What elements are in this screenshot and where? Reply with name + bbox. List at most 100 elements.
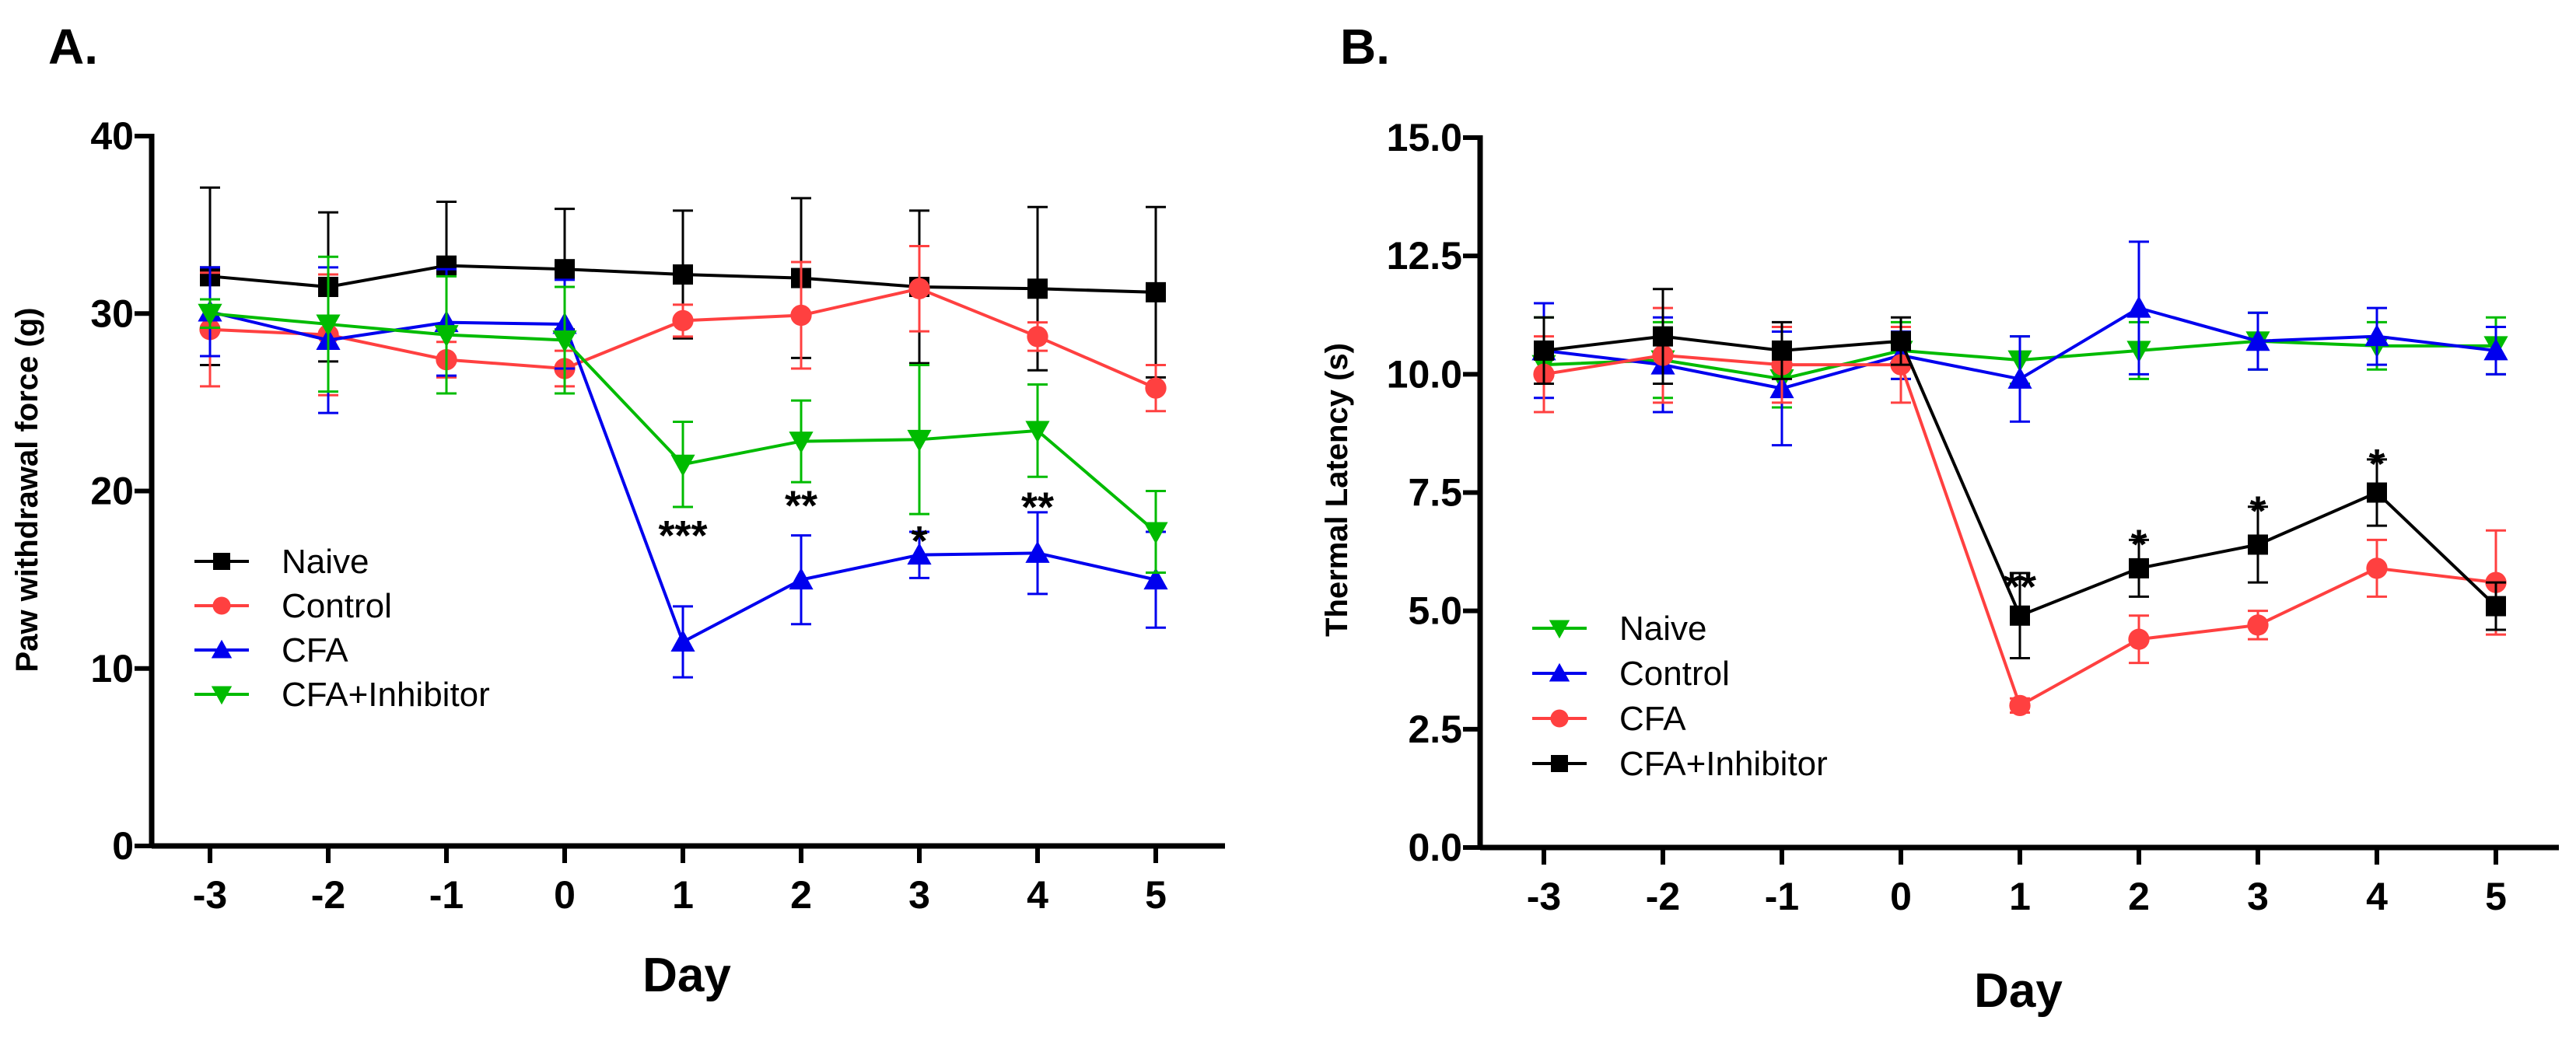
- data-point: [2010, 605, 2030, 626]
- data-point: [2247, 614, 2269, 636]
- data-point: [1145, 377, 1167, 399]
- data-point: [670, 454, 695, 477]
- data-point: [552, 330, 577, 353]
- legend-marker: [1550, 709, 1569, 728]
- significance-marker: ***: [658, 512, 707, 559]
- series-cfa-inhibitor: [1534, 288, 2506, 660]
- legend-marker: [211, 639, 233, 659]
- series-cfa-inhibitor: [198, 255, 1168, 574]
- x-axis-title: Day: [1974, 964, 2063, 1018]
- significance-marker: *: [2130, 521, 2147, 568]
- legend: Naive Control CFA CFA+Inhibitor: [1532, 610, 1828, 783]
- y-axis-title: Paw withdrawal force (g): [10, 308, 44, 673]
- data-point: [2364, 324, 2389, 347]
- x-tick-label: 1: [672, 873, 694, 917]
- y-tick-label: 40: [90, 114, 134, 158]
- data-point: [789, 568, 814, 590]
- chart-panel-b: B. 0.0 2.5 5.0 7.5 10.0 12.5 15.0 -3 -2 -1 0 1 2 3 4 5 Da…: [1320, 19, 2559, 1018]
- data-point: [2129, 557, 2149, 578]
- data-point: [790, 304, 812, 327]
- data-point: [1143, 568, 1168, 590]
- legend-label: CFA+Inhibitor: [1619, 745, 1828, 783]
- x-tick-label: -3: [1527, 875, 1561, 918]
- legend: Naive Control CFA CFA+Inhibitor: [194, 543, 490, 714]
- x-tick-label: -1: [1765, 875, 1799, 918]
- legend-marker: [1551, 755, 1568, 772]
- legend-marker: [211, 686, 233, 705]
- y-tick-label: 5.0: [1408, 589, 1462, 633]
- y-tick-label: 10: [90, 647, 134, 690]
- legend-label: Control: [282, 587, 392, 625]
- x-tick-label: 3: [2247, 875, 2269, 918]
- y-tick-label: 12.5: [1387, 234, 1462, 278]
- significance-marker: *: [2249, 488, 2266, 535]
- y-tick-label: 10.0: [1387, 352, 1462, 396]
- data-point: [434, 325, 459, 348]
- panel-label: B.: [1340, 19, 1390, 75]
- data-point: [198, 303, 222, 326]
- data-point: [555, 259, 575, 280]
- data-point: [2486, 596, 2506, 617]
- series-naive: [200, 186, 1166, 379]
- data-point: [907, 429, 932, 452]
- y-tick-label: 0: [112, 824, 134, 868]
- chart-panel-a: A. 0 10 20 30 40 -3 -2 -1 0 1 2 3 4 5 Day Paw withdrawal…: [10, 19, 1225, 1002]
- data-point: [1146, 281, 1166, 302]
- data-point: [2128, 628, 2150, 650]
- legend-label: CFA+Inhibitor: [282, 676, 490, 714]
- data-point: [672, 309, 694, 332]
- data-point: [2366, 557, 2388, 579]
- data-point: [2009, 694, 2031, 717]
- y-tick-label: 30: [90, 292, 134, 335]
- data-point: [907, 543, 932, 565]
- data-point: [1027, 326, 1048, 348]
- x-tick-label: 2: [2128, 875, 2150, 918]
- x-tick-label: 0: [1890, 875, 1912, 918]
- data-point: [789, 432, 814, 454]
- y-tick-label: 0.0: [1408, 826, 1462, 869]
- data-point: [1653, 326, 1673, 347]
- x-tick-label: 4: [2366, 875, 2388, 918]
- x-tick-label: -2: [1646, 875, 1680, 918]
- data-point: [673, 264, 693, 285]
- x-tick-label: 5: [2485, 875, 2507, 918]
- x-tick-label: 0: [554, 873, 576, 917]
- legend-marker: [1549, 620, 1570, 639]
- legend-label: CFA: [1619, 700, 1686, 738]
- x-tick-label: 4: [1027, 873, 1048, 917]
- x-tick-label: 5: [1145, 873, 1167, 917]
- legend-marker: [1549, 662, 1570, 682]
- data-point: [1025, 421, 1050, 443]
- legend-marker: [213, 553, 230, 570]
- data-point: [2126, 295, 2151, 318]
- data-point: [2245, 329, 2270, 351]
- x-tick-label: 1: [2009, 875, 2031, 918]
- legend-label: Naive: [282, 543, 369, 581]
- data-point: [2248, 534, 2268, 555]
- y-tick-label: 2.5: [1408, 708, 1462, 751]
- data-point: [1534, 340, 1554, 361]
- data-point: [670, 629, 695, 652]
- significance-marker: **: [2004, 564, 2036, 610]
- y-tick-label: 15.0: [1387, 116, 1462, 159]
- series-control: [199, 245, 1167, 413]
- y-axis-title: Thermal Latency (s): [1320, 343, 1354, 637]
- data-point: [1891, 330, 1911, 351]
- data-point: [908, 278, 930, 299]
- significance-marker: **: [785, 482, 817, 529]
- legend-label: Control: [1619, 655, 1730, 693]
- y-tick-label: 7.5: [1408, 471, 1462, 515]
- data-point: [2483, 338, 2508, 361]
- x-axis-title: Day: [642, 949, 731, 1002]
- data-point: [1143, 522, 1168, 544]
- x-tick-label: -1: [429, 873, 464, 917]
- x-tick-label: -2: [311, 873, 345, 917]
- series-control: [1531, 240, 2508, 447]
- x-tick-label: 2: [790, 873, 812, 917]
- x-tick-label: 3: [908, 873, 930, 917]
- y-tick-label: 20: [90, 470, 134, 513]
- legend-label: Naive: [1619, 610, 1707, 648]
- legend-marker: [212, 596, 231, 615]
- data-point: [1027, 278, 1048, 299]
- data-point: [2007, 366, 2032, 389]
